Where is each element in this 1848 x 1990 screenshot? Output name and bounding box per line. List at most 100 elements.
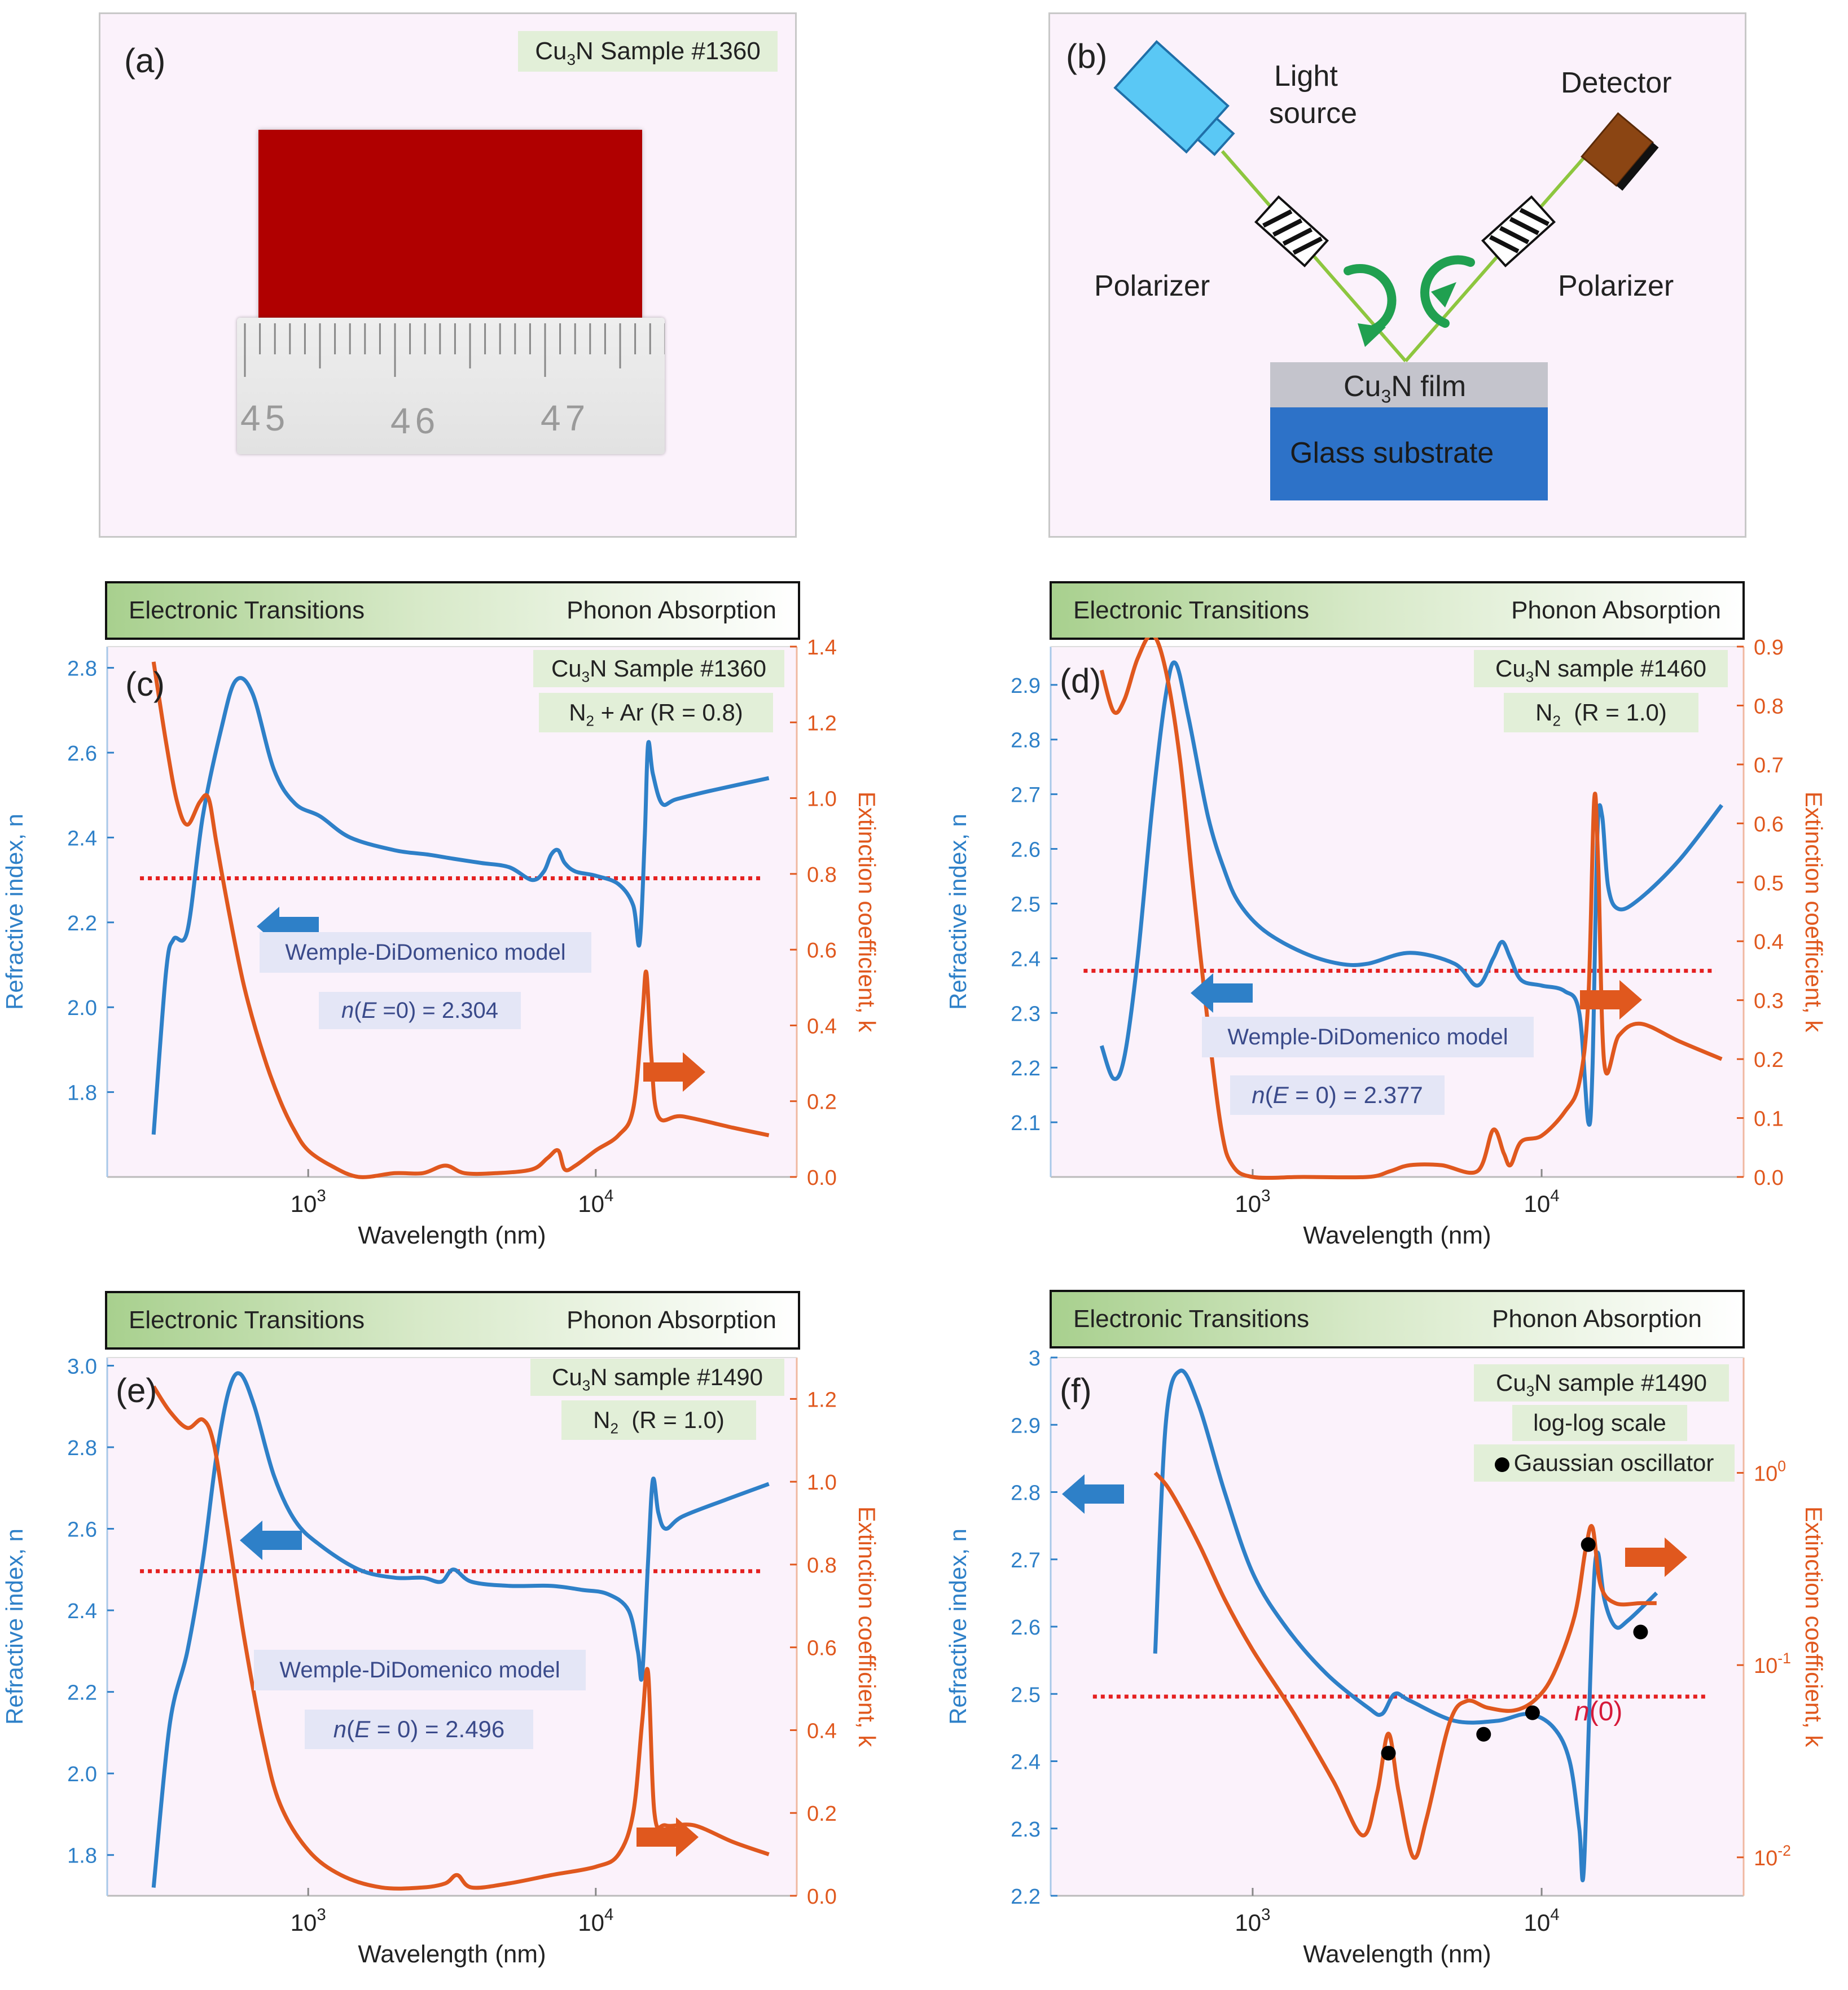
right-tick-label-6: 0.6 [1754,812,1784,836]
left-tick-label-1: 2.0 [67,996,97,1020]
header-f-right: Phonon Absorption [1492,1305,1702,1333]
right-axis-label: Extinction coefficient, k [1801,1506,1827,1747]
right-tick-label-5: 1.0 [807,788,837,811]
ruler: 45 46 47 [237,318,665,454]
series-k-line [152,1385,770,1891]
chart-d-label: (d) [1060,662,1101,700]
series-n-line [151,676,770,1135]
left-tick-label-7: 2.9 [1011,1414,1041,1438]
n-axis-arrow-icon [1191,973,1253,1013]
k-axis-arrow-icon [643,1052,705,1092]
right-tick-label-2: 100 [1754,1457,1786,1486]
right-tick-label-2: 0.2 [1754,1048,1784,1072]
series-n-line [1153,1368,1658,1882]
right-tick-label-1: 0.2 [807,1802,837,1826]
panel-a-label: (a) [124,42,166,80]
chart-d-tag-sample: Cu3N sample #1460 [1474,650,1728,687]
chart-e-model-label: Wemple-DiDomenico model [254,1650,586,1690]
polarizer-right-label: Polarizer [1558,270,1674,302]
right-tick-label-9: 0.9 [1754,638,1784,660]
header-d-left: Electronic Transitions [1073,596,1310,624]
series-n-line [151,1371,770,1888]
ruler-graphic: 45 46 47 [240,323,665,441]
left-tick-label-6: 2.8 [1011,1482,1041,1505]
left-tick-label-6: 2.7 [1011,784,1041,807]
header-c-left: Electronic Transitions [129,596,365,624]
polarizer-left-icon [1254,195,1329,267]
left-axis-label: Refractive index, n [945,1528,971,1725]
chart-f: 103 104 2.2 2.3 2.4 2.5 2.6 2.7 2.8 2.9 3 10-2 10-1 1… [945,1348,1827,1968]
right-tick-label-1: 10-1 [1754,1650,1791,1678]
chart-c-n0-label: n(E =0) = 2.304 [319,992,521,1029]
left-tick-label-5: 2.6 [1011,838,1041,862]
header-c-right: Phonon Absorption [567,596,776,624]
gaussian-oscillator-point-2 [1525,1705,1540,1720]
chart-c: 103 104 1.8 2.0 2.2 2.4 2.6 2.8 0.0 0.2 0.4 0.6 0.8 1… [1,638,880,1249]
x-tick-label-1: 104 [1524,1187,1560,1217]
left-tick-label-5: 2.8 [67,1437,97,1460]
series-n-line [1099,660,1723,1127]
left-tick-label-3: 2.5 [1011,1683,1041,1707]
x-tick-label-1: 104 [1524,1905,1560,1936]
polarizer-left-label: Polarizer [1094,270,1210,302]
series-k-line [151,661,770,1179]
rotation-arrow-left-icon [1344,264,1397,335]
chart-c-tag-sample: Cu3N Sample #1360 [533,650,784,687]
chart-f-label: (f) [1060,1372,1092,1409]
rotation-arrowhead-left [1358,323,1386,347]
right-tick-label-5: 1.0 [807,1471,837,1495]
plot-area [107,1358,797,1896]
left-tick-label-5: 2.8 [67,657,97,681]
n-axis-arrow-icon [1062,1474,1124,1514]
right-tick-label-0: 10-2 [1754,1842,1791,1870]
chart-d: 103 104 2.1 2.2 2.3 2.4 2.5 2.6 2.7 2.8 2.9 0.0 0.1 0… [945,638,1827,1249]
right-axis-label: Extinction coefficient, k [854,792,880,1033]
right-tick-label-4: 0.8 [807,1554,837,1578]
header-d-right: Phonon Absorption [1511,596,1721,624]
plot-area [107,647,797,1177]
panel-a-sample-tag: Cu3N Sample #1360 [518,31,778,72]
x-tick-label-1: 104 [578,1187,613,1217]
header-f-left: Electronic Transitions [1073,1305,1310,1333]
right-tick-label-6: 1.2 [807,1388,837,1412]
left-axis-label: Refractive index, n [1,814,28,1010]
reflected-beam [1404,154,1588,362]
rotation-arrow-right-icon [1420,255,1475,328]
x-tick-label-0: 103 [1235,1187,1270,1217]
ruler-tick-45: 45 [240,398,289,438]
right-tick-label-3: 0.6 [807,1637,837,1660]
left-axis-label: Refractive index, n [945,814,971,1010]
left-tick-label-1: 2.0 [67,1763,97,1786]
right-axis-label: Extinction coefficient, k [1801,792,1827,1033]
header-bar-d: Electronic Transitions Phonon Absorption [1050,581,1745,640]
k-axis-arrow-icon [1580,980,1642,1020]
ruler-tick-47: 47 [541,398,590,438]
left-tick-label-5: 2.7 [1011,1549,1041,1572]
right-tick-label-1: 0.2 [807,1091,837,1114]
chart-c-tag-gas: N2 + Ar (R = 0.8) [539,693,773,732]
light-source-label-line1: Light [1274,60,1338,93]
left-tick-label-2: 2.2 [67,912,97,935]
chart-f-n0-label: n(0) [1574,1697,1623,1727]
chart-c-model-label: Wemple-DiDomenico model [260,932,591,973]
ruler-tick-46: 46 [390,401,440,441]
left-tick-label-1: 2.2 [1011,1057,1041,1080]
right-tick-label-4: 0.4 [1754,930,1784,954]
chart-d-tag-gas: N2 (R = 1.0) [1504,693,1698,732]
chart-e: 103 104 1.8 2.0 2.2 2.4 2.6 2.8 3.0 0.0 0.2 0.4 0.6 0… [1,1355,880,1968]
left-tick-label-2: 2.3 [1011,1002,1041,1026]
gaussian-oscillator-point-0 [1381,1746,1396,1761]
header-e-right: Phonon Absorption [567,1306,776,1334]
left-tick-label-7: 2.8 [1011,729,1041,753]
left-tick-label-6: 3.0 [67,1355,97,1378]
right-tick-label-5: 0.5 [1754,872,1784,895]
left-tick-label-0: 2.1 [1011,1112,1041,1135]
right-tick-label-0: 0.0 [807,1166,837,1190]
right-tick-label-2: 0.4 [807,1719,837,1743]
x-axis-label: Wavelength (nm) [1303,1940,1491,1968]
ellipsometry-diagram [1113,40,1659,500]
right-tick-label-1: 0.1 [1754,1108,1784,1131]
film-label: Cu3N film [1344,370,1467,407]
chart-e-tag-sample: Cu3N sample #1490 [530,1359,784,1396]
gaussian-oscillator-point-4 [1633,1624,1648,1640]
